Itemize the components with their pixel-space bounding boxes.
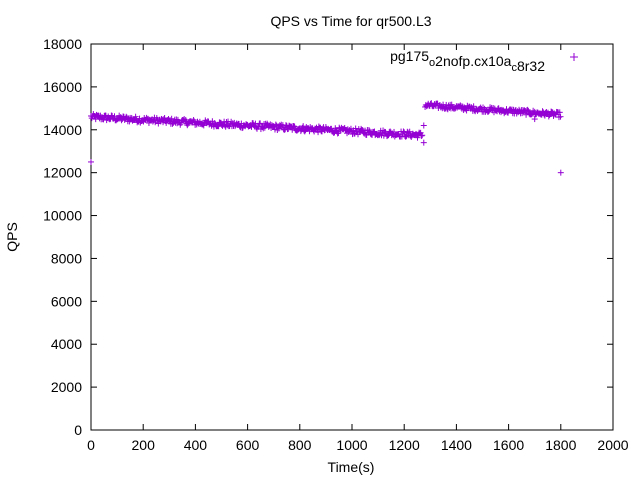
data-point [88,158,94,165]
data-point [365,127,372,134]
data-point [168,115,175,122]
y-tick-label: 2000 [51,379,82,395]
y-tick-label: 16000 [43,79,82,95]
y-tick-label: 4000 [51,336,82,352]
y-tick-label: 0 [74,422,82,438]
series-points [88,100,564,176]
data-point [184,122,191,129]
data-point [420,122,427,129]
data-point [300,123,307,130]
legend: pg175o2nofp.cx10ac8r32 [390,48,578,74]
data-point [182,116,189,123]
data-point [419,132,426,139]
y-tick-label: 10000 [43,208,82,224]
y-tick-label: 8000 [51,250,82,266]
data-point [414,134,421,141]
legend-label: pg175o2nofp.cx10ac8r32 [390,48,545,74]
data-point [470,103,477,110]
data-point [111,113,118,120]
y-tick-label: 18000 [43,36,82,52]
y-tick-label: 14000 [43,122,82,138]
data-point [334,130,341,137]
y-axis: 0 2000 4000 6000 8000 10000 12000 14000 16000 180… [43,36,613,438]
data-point [315,129,322,136]
data-point [257,120,264,127]
x-tick-label: 1800 [545,437,576,453]
x-tick-label: 0 [87,437,95,453]
y-axis-label: QPS [4,222,20,252]
data-point [531,116,538,123]
x-tick-label: 1200 [389,437,420,453]
data-point [556,109,563,116]
data-point [524,106,531,113]
data-point [291,123,298,130]
data-point [557,169,564,176]
x-axis: 0 200 400 600 800 1000 1200 1400 1600 1800 2000 [87,44,629,453]
data-point [281,126,288,133]
legend-marker [570,53,578,61]
x-tick-label: 1600 [493,437,524,453]
data-point [200,122,207,129]
x-axis-label: Time(s) [328,459,375,475]
x-tick-label: 400 [184,437,208,453]
y-tick-label: 12000 [43,165,82,181]
data-point [92,116,99,123]
data-point [418,132,425,139]
x-tick-label: 1000 [336,437,367,453]
data-point [406,128,413,135]
data-point [132,113,139,120]
x-tick-label: 200 [132,437,156,453]
data-point [539,108,546,115]
data-point [420,139,427,146]
data-point [570,53,578,61]
data-point [352,125,359,132]
x-tick-label: 600 [236,437,260,453]
x-tick-label: 800 [288,437,312,453]
chart-title: QPS vs Time for qr500.L3 [270,13,431,29]
x-tick-label: 2000 [597,437,628,453]
data-point [100,116,107,123]
x-tick-label: 1400 [441,437,472,453]
data-point [402,133,409,140]
y-tick-label: 6000 [51,293,82,309]
plot-frame [90,43,614,431]
data-point [557,113,564,120]
